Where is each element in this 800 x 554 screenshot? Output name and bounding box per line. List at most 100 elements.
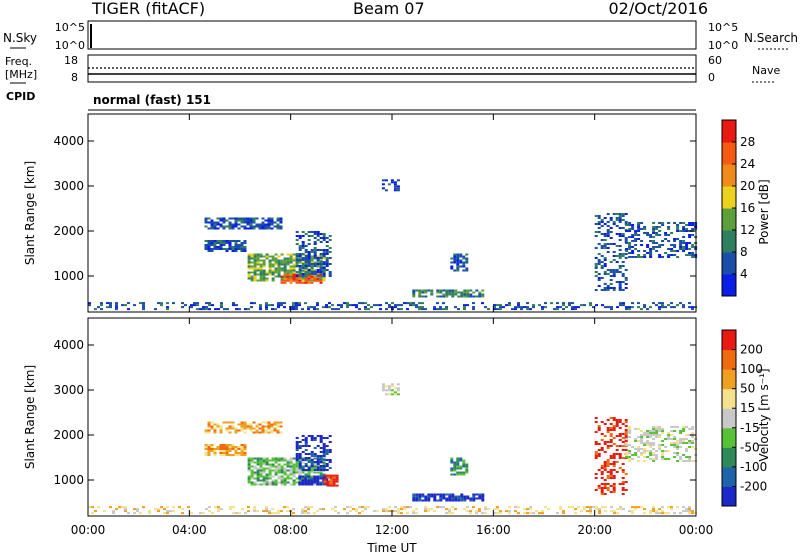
power-region-1 xyxy=(204,217,283,230)
beam-title: Beam 07 xyxy=(353,0,425,18)
xtick-label: 12:00 xyxy=(375,523,410,537)
freq-panel: Freq. [MHz] 18 8 60 0 Nave xyxy=(5,54,780,84)
power-region-9 xyxy=(594,213,628,291)
power-ytick-label: 4000 xyxy=(53,134,84,148)
power-region-0 xyxy=(88,302,697,311)
velocity-ylabel: Slant Range [km] xyxy=(23,365,37,469)
velocity-region-1 xyxy=(204,421,283,434)
power-colorbar: 4 8 12 16 20 24 28 xyxy=(721,119,755,297)
velocity-colorbar-tick-label: 50 xyxy=(740,382,755,396)
power-colorbar-tick-label: 8 xyxy=(740,245,748,259)
power-colorbar-tick-label: 4 xyxy=(740,267,748,281)
nsky-label: N.Sky xyxy=(3,31,37,45)
cpid-value: normal (fast) 151 xyxy=(93,93,211,107)
power-colorbar-segment xyxy=(722,230,736,253)
xtick-label: 04:00 xyxy=(172,523,207,537)
nave-tick-low: 0 xyxy=(708,71,715,84)
velocity-ytick-label: 1000 xyxy=(53,473,84,487)
x-axis-label: Time UT xyxy=(366,541,417,554)
freq-label-1: Freq. xyxy=(5,55,32,68)
power-panel: 1000 2000 3000 4000 Slant Range [km] 4 8 12 16… xyxy=(23,113,771,313)
velocity-colorbar-segment xyxy=(722,408,736,429)
velocity-colorbar-tick-label: -15 xyxy=(740,421,760,435)
power-colorbar-tick-label: 28 xyxy=(740,135,755,149)
velocity-region-9 xyxy=(450,457,469,476)
velocity-region-6 xyxy=(295,435,332,471)
power-colorbar-segment xyxy=(722,120,736,143)
power-region-7 xyxy=(412,289,485,298)
cpid-label: CPID xyxy=(6,90,35,103)
velocity-region-10 xyxy=(594,417,628,495)
xtick-label: 16:00 xyxy=(476,523,511,537)
power-colorbar-tick-label: 12 xyxy=(740,223,755,237)
nsky-tick-low: 10^0 xyxy=(55,39,85,52)
power-region-6 xyxy=(381,179,400,192)
xtick-label: 00:00 xyxy=(679,523,714,537)
velocity-colorbar-segment xyxy=(722,466,736,487)
velocity-region-5 xyxy=(323,474,339,487)
velocity-colorbar-tick-label: 200 xyxy=(740,343,763,357)
nsky-bar xyxy=(90,24,92,48)
freq-tick-low: 8 xyxy=(71,71,78,84)
velocity-region-11 xyxy=(625,426,698,462)
velocity-colorbar-tick-label: 100 xyxy=(740,362,763,376)
power-data-layer xyxy=(88,179,698,311)
nave-label: Nave xyxy=(752,64,780,77)
velocity-region-0 xyxy=(88,506,697,515)
velocity-colorbar-tick-label: -50 xyxy=(740,440,760,454)
xtick-label: 20:00 xyxy=(577,523,612,537)
freq-label-2: [MHz] xyxy=(5,68,37,81)
power-colorbar-segment xyxy=(722,164,736,187)
velocity-ytick-label: 2000 xyxy=(53,428,84,442)
power-region-2 xyxy=(204,240,247,252)
nsearch-tick-low: 10^0 xyxy=(708,39,738,52)
power-region-8 xyxy=(450,253,469,272)
power-colorbar-tick-label: 20 xyxy=(740,179,755,193)
velocity-colorbar-segment xyxy=(722,330,736,351)
power-colorbar-segment xyxy=(722,142,736,165)
xtick-label: 08:00 xyxy=(273,523,308,537)
xtick-label: 00:00 xyxy=(71,523,106,537)
nsky-panel: N.Sky 10^5 10^0 10^5 10^0 N.Search xyxy=(3,20,798,52)
nsky-frame xyxy=(87,20,697,50)
power-colorbar-label: Power [dB] xyxy=(757,179,771,244)
velocity-ytick-label: 3000 xyxy=(53,383,84,397)
power-frame xyxy=(87,113,697,313)
power-colorbar-tick-label: 24 xyxy=(740,157,755,171)
velocity-colorbar-segment xyxy=(722,369,736,390)
velocity-region-4 xyxy=(298,475,329,486)
velocity-colorbar-tick-label: 15 xyxy=(740,401,755,415)
power-ytick-label: 3000 xyxy=(53,179,84,193)
velocity-region-2 xyxy=(204,444,247,456)
velocity-axes: 00:00 04:00 08:00 12:00 16:00 20:00 00:00 1000 2… xyxy=(53,318,713,537)
velocity-colorbar-label: Velocity [m s⁻¹] xyxy=(757,368,771,461)
power-colorbar-tick-label: 16 xyxy=(740,201,755,215)
station-title: TIGER (fitACF) xyxy=(92,0,206,18)
nsearch-tick-high: 10^5 xyxy=(708,21,738,34)
velocity-region-8 xyxy=(412,493,485,502)
power-colorbar-segment xyxy=(722,208,736,231)
power-colorbar-segment xyxy=(722,274,736,297)
velocity-colorbar: 200 100 50 15 -15 -50 -100 -200 xyxy=(721,329,767,507)
velocity-colorbar-segment xyxy=(722,388,736,409)
nsky-tick-high: 10^5 xyxy=(55,21,85,34)
velocity-colorbar-segment xyxy=(722,427,736,448)
velocity-colorbar-segment xyxy=(722,447,736,468)
power-ylabel: Slant Range [km] xyxy=(23,161,37,265)
velocity-colorbar-segment xyxy=(722,349,736,370)
velocity-ytick-label: 4000 xyxy=(53,338,84,352)
velocity-colorbar-tick-label: -100 xyxy=(740,460,767,474)
power-region-5 xyxy=(295,231,332,277)
date-title: 02/Oct/2016 xyxy=(608,0,708,18)
power-colorbar-segment xyxy=(722,186,736,209)
freq-tick-high: 18 xyxy=(64,54,78,67)
power-axes: 1000 2000 3000 4000 xyxy=(53,114,697,312)
velocity-panel: 00:00 04:00 08:00 12:00 16:00 20:00 00:00 1000 2… xyxy=(23,317,771,537)
velocity-colorbar-tick-label: -200 xyxy=(740,479,767,493)
velocity-colorbar-segment xyxy=(722,486,736,507)
velocity-data-layer xyxy=(88,383,698,515)
power-colorbar-segment xyxy=(722,252,736,275)
power-ytick-label: 2000 xyxy=(53,224,84,238)
velocity-region-7 xyxy=(381,383,400,396)
